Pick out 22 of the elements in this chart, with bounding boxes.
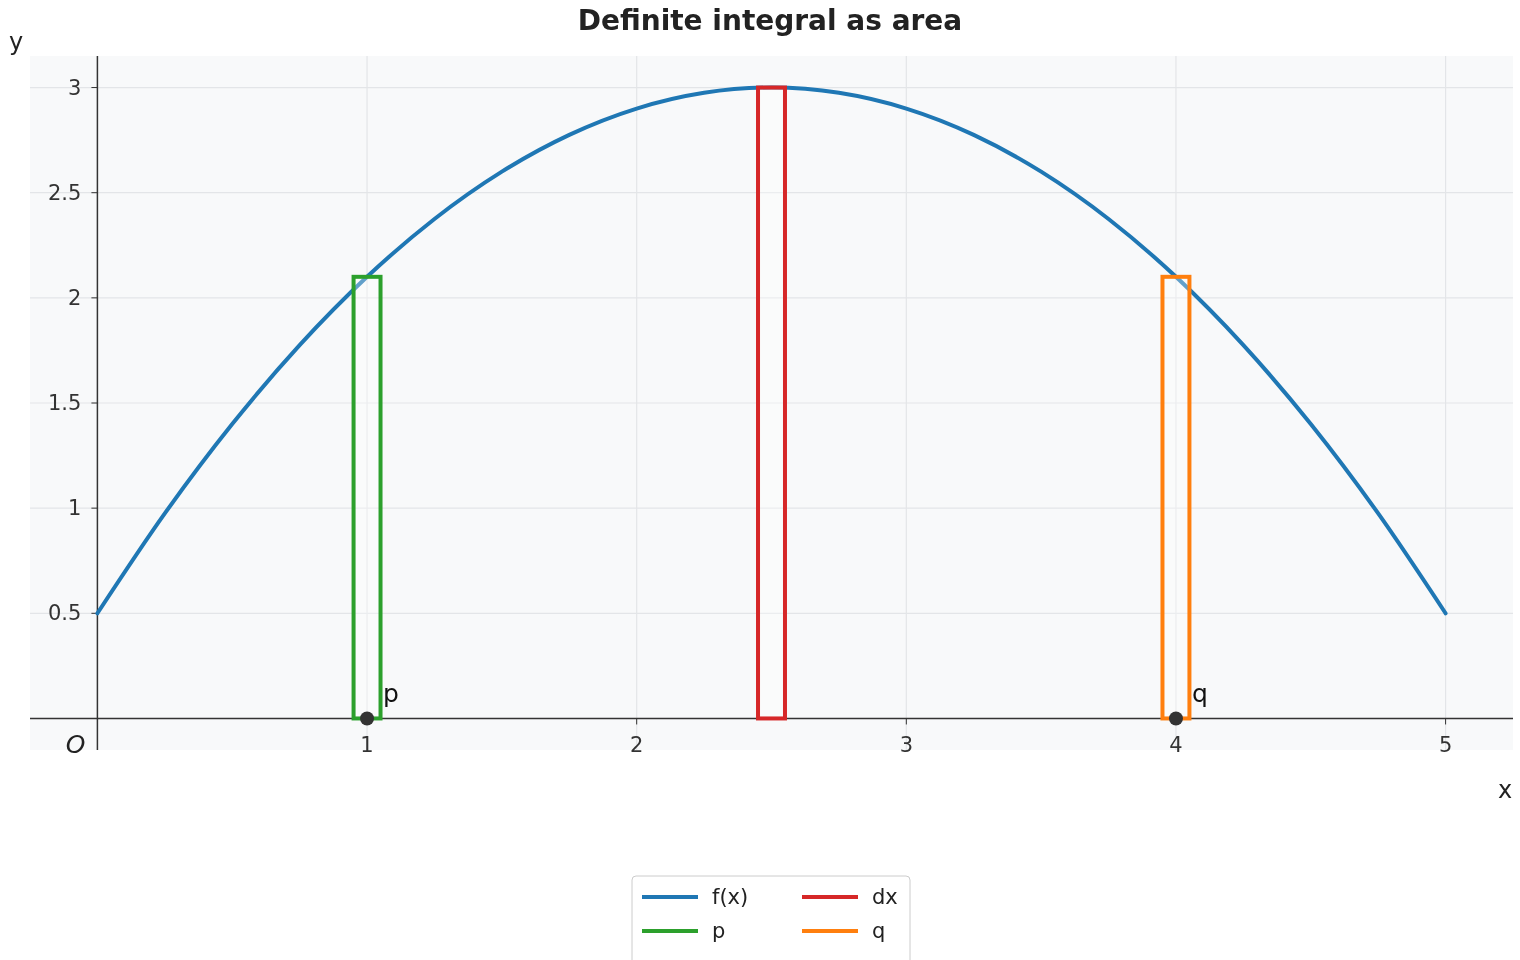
y-tick-label: 0.5 (48, 601, 82, 626)
legend-label: p (712, 919, 726, 943)
y-tick-label: 2 (68, 285, 82, 310)
annotation: O (65, 730, 86, 760)
legend-label: dx (872, 885, 898, 909)
line-series (95, 85, 1448, 616)
x-tick-label: 1 (360, 733, 374, 758)
y-tick-label: 1 (68, 496, 82, 521)
chart-title: Definite integral as area (577, 4, 963, 37)
annotation: q (1191, 679, 1208, 709)
legend-label: f(x) (712, 885, 749, 909)
x-axis-title: x (1497, 776, 1513, 804)
y-tick-label: 3 (68, 75, 82, 100)
y-axis-title: y (8, 28, 24, 56)
x-tick-label: 4 (1169, 733, 1183, 758)
annotation: p (383, 679, 399, 709)
x-tick-label: 3 (899, 733, 914, 758)
x-tick-label: 2 (629, 733, 644, 758)
y-tick-label: 1.5 (48, 391, 82, 415)
x-tick-label: 5 (1438, 733, 1453, 758)
legend-label: q (872, 919, 886, 943)
y-tick-label: 2.5 (48, 180, 82, 205)
